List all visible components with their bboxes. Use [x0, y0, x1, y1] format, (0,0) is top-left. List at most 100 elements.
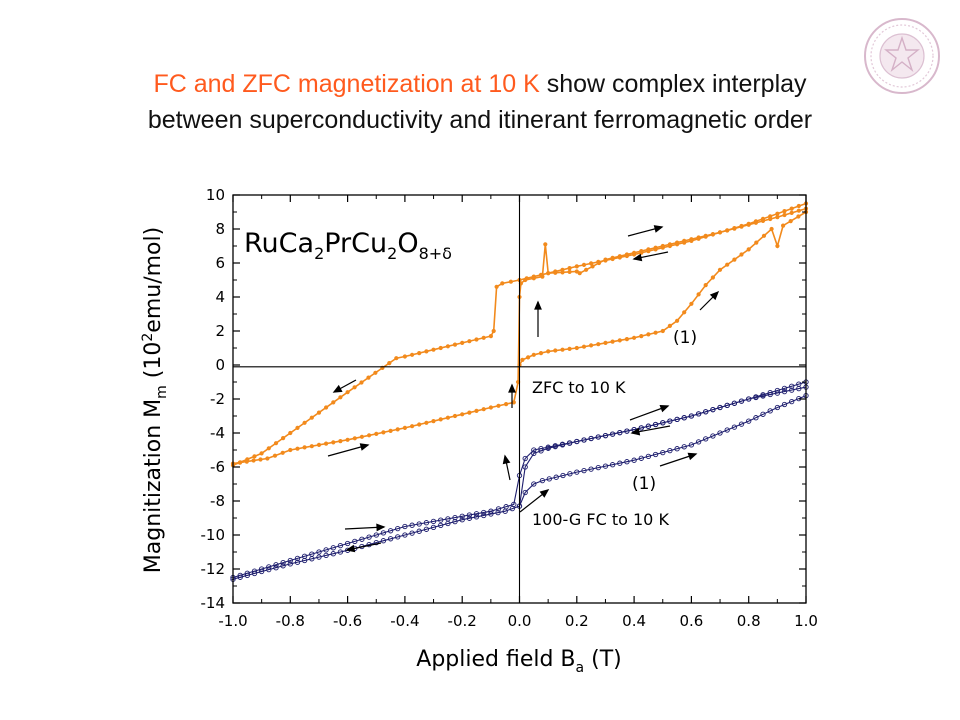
data-point: [560, 472, 566, 479]
data-point: [581, 437, 587, 443]
data-point: [667, 242, 673, 247]
data-point: [495, 506, 502, 512]
data-point: [574, 345, 579, 351]
data-point: [538, 351, 544, 356]
data-point: [309, 415, 314, 420]
x-axis-label: Applied field Ba (T): [416, 647, 621, 676]
data-point: [789, 206, 794, 211]
data-point: [459, 513, 465, 519]
axis-ticks: [232, 194, 807, 604]
title-rest-line1: show complex interplay: [539, 70, 807, 98]
data-point: [739, 224, 744, 229]
data-point: [553, 348, 558, 353]
data-point: [767, 391, 773, 398]
data-point: [508, 279, 513, 284]
data-point: [717, 404, 723, 411]
data-point: [272, 453, 278, 458]
data-point: [417, 422, 422, 427]
data-point: [509, 505, 515, 512]
data-point: [631, 457, 637, 463]
data-point: [725, 228, 730, 233]
data-point: [710, 406, 716, 413]
data-point: [689, 237, 694, 242]
data-point: [281, 436, 286, 441]
data-point: [546, 476, 552, 482]
data-point: [559, 442, 566, 448]
data-point: [466, 515, 473, 521]
data-point: [522, 489, 528, 496]
data-point: [287, 557, 293, 564]
x-tick-label: -0.8: [276, 612, 305, 630]
fc-label: 100-G FC to 10 K: [532, 510, 669, 529]
data-point: [287, 561, 293, 567]
data-point: [581, 344, 587, 349]
data-point: [682, 310, 687, 315]
data-point: [416, 521, 422, 527]
data-point: [495, 509, 501, 516]
data-point: [410, 424, 415, 429]
data-point: [244, 572, 250, 579]
data-point: [667, 418, 673, 424]
arrow-head: [332, 384, 343, 393]
data-point: [703, 233, 708, 238]
x-tick-label: 0.8: [737, 612, 761, 630]
y-tick-label: 6: [215, 254, 225, 272]
data-point: [309, 444, 314, 449]
data-point: [259, 451, 264, 456]
data-point: [652, 421, 659, 428]
data-point: [409, 522, 415, 528]
x-tick-label: -1.0: [218, 612, 247, 630]
data-point: [574, 469, 580, 475]
data-point: [295, 425, 300, 430]
data-point: [431, 347, 436, 352]
data-point: [788, 219, 793, 224]
x-tick-label: -0.2: [448, 612, 477, 630]
data-point: [789, 387, 795, 393]
data-point: [452, 342, 458, 347]
data-point: [301, 557, 308, 564]
data-point: [294, 559, 301, 565]
data-point: [781, 401, 788, 408]
data-point: [522, 455, 528, 462]
data-point: [445, 415, 450, 420]
data-point: [660, 243, 665, 249]
y-tick-label: -6: [210, 458, 225, 476]
data-point: [410, 352, 415, 357]
fc-series: [230, 379, 809, 582]
data-point: [373, 539, 379, 546]
y-axis-label: Magnitization Mm (102emu/mol): [140, 227, 170, 573]
data-point: [646, 332, 651, 337]
data-point: [523, 277, 528, 283]
data-point: [373, 532, 379, 538]
data-point: [474, 337, 479, 342]
data-point: [280, 563, 286, 569]
data-point: [395, 534, 401, 540]
data-point: [331, 400, 336, 405]
data-point: [316, 410, 322, 415]
data-point: [459, 517, 465, 523]
data-point: [746, 396, 752, 402]
data-point: [681, 444, 687, 450]
data-point: [782, 209, 787, 214]
data-point: [338, 395, 343, 400]
data-point: [789, 210, 794, 215]
data-point: [603, 257, 608, 262]
data-point: [589, 343, 594, 348]
data-point: [753, 394, 759, 401]
data-point: [402, 425, 407, 430]
data-point: [344, 540, 351, 547]
data-point: [431, 419, 436, 424]
data-point: [265, 456, 270, 461]
data-point: [345, 437, 350, 442]
arrow-head: [359, 443, 370, 451]
title-line2: between superconductivity and itinerant …: [147, 106, 813, 134]
arrow-head: [632, 253, 643, 262]
x-tick-label: 1.0: [794, 612, 818, 630]
data-point: [560, 347, 565, 352]
data-point: [316, 554, 322, 560]
data-point: [688, 442, 695, 448]
data-point: [717, 267, 723, 272]
data-point: [367, 433, 372, 438]
data-point: [488, 508, 494, 514]
